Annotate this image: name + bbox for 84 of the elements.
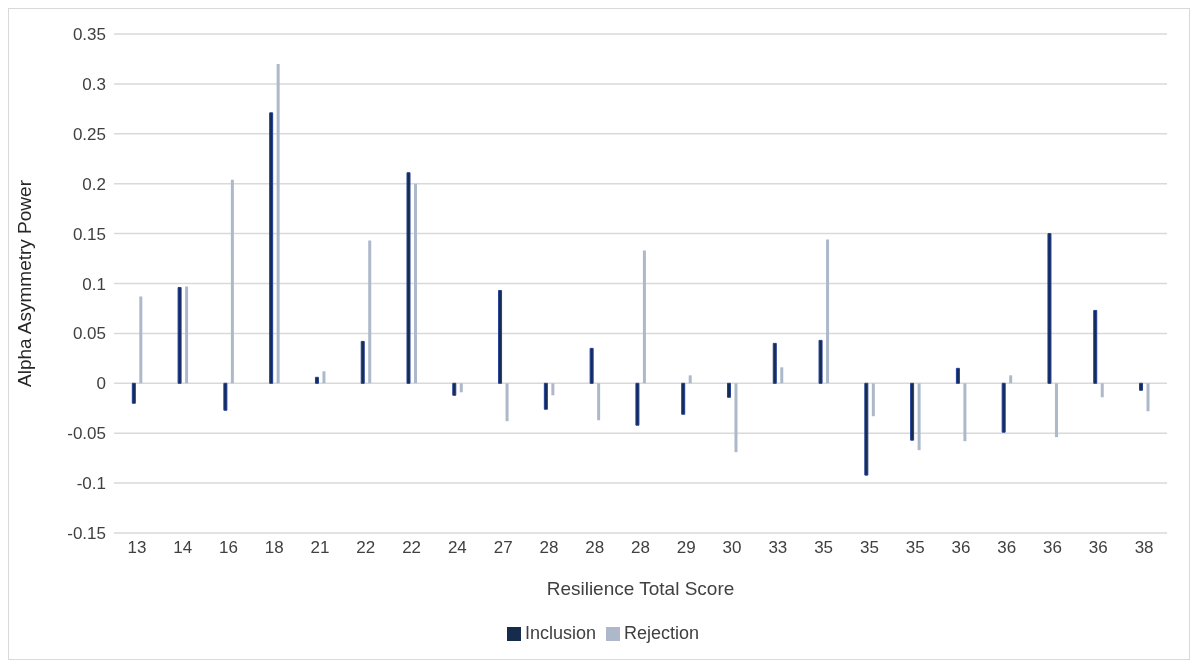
bar: [826, 239, 830, 384]
y-tick-label: -0.1: [76, 474, 106, 494]
x-tick-label: 27: [493, 538, 513, 558]
bar: [1093, 309, 1098, 384]
bar: [406, 172, 411, 384]
bar: [314, 376, 319, 384]
x-tick-label: 16: [219, 538, 238, 558]
bar: [681, 382, 686, 415]
bar: [864, 382, 869, 476]
bar: [459, 383, 463, 393]
bar: [551, 383, 555, 396]
bar: [635, 382, 640, 426]
bar: [772, 342, 777, 384]
x-tick-label: 36: [951, 538, 971, 558]
x-tick-label: 22: [402, 538, 422, 558]
bar: [1100, 383, 1104, 398]
y-tick-label: 0.15: [72, 224, 106, 244]
bar: [139, 296, 143, 384]
y-tick-label: 0.2: [82, 174, 106, 194]
y-tick-label: -0.15: [67, 524, 106, 544]
y-tick-label: 0.3: [82, 74, 106, 94]
bar: [726, 382, 731, 398]
x-tick-label: 35: [905, 538, 925, 558]
y-tick-label: 0.05: [72, 324, 106, 344]
x-tick-label: 22: [356, 538, 376, 558]
x-tick-label: 38: [1134, 538, 1154, 558]
bar: [131, 382, 136, 404]
bar: [185, 286, 189, 384]
y-tick-label: 0.35: [72, 25, 106, 45]
bar: [322, 371, 326, 384]
legend-label: Rejection: [624, 623, 700, 643]
x-tick-label: 18: [264, 538, 284, 558]
bar: [688, 375, 692, 384]
bar: [818, 339, 823, 384]
bar: [452, 382, 457, 396]
y-tick-label: 0: [96, 374, 106, 394]
legend-label: Inclusion: [524, 623, 596, 643]
x-tick-label: 35: [814, 538, 834, 558]
bar: [597, 383, 601, 421]
x-tick-label: 13: [127, 538, 147, 558]
bar: [1054, 383, 1058, 438]
bar: [1001, 382, 1006, 433]
bar: [1047, 233, 1052, 384]
x-tick-label: 29: [676, 538, 696, 558]
x-tick-label: 36: [1043, 538, 1062, 558]
bar: [734, 383, 738, 453]
bar: [871, 383, 875, 417]
x-tick-label: 30: [722, 538, 742, 558]
x-tick-label: 21: [310, 538, 330, 558]
bar: [955, 367, 960, 384]
bar: [498, 289, 503, 384]
bar: [543, 382, 548, 410]
x-tick-label: 36: [997, 538, 1017, 558]
x-axis-title: Resilience Total Score: [546, 578, 735, 599]
y-tick-label: 0.1: [82, 274, 106, 294]
bar: [414, 183, 418, 384]
bar: [963, 383, 967, 442]
bar: [177, 286, 182, 384]
bar: [360, 340, 365, 384]
x-tick-label: 28: [631, 538, 650, 558]
bar: [589, 347, 594, 384]
bar: [910, 382, 915, 441]
bar: [780, 367, 784, 384]
bar: [1146, 383, 1150, 412]
x-tick-label: 28: [585, 538, 605, 558]
y-tick-label: -0.05: [67, 424, 106, 444]
bar: [1009, 375, 1013, 384]
bar: [642, 250, 646, 384]
x-tick-label: 33: [768, 538, 788, 558]
x-tick-label: 24: [447, 538, 467, 558]
bar: [368, 240, 372, 384]
x-tick-label: 35: [859, 538, 879, 558]
bar: [269, 112, 274, 384]
bar: [223, 382, 228, 411]
bar: [505, 383, 509, 422]
x-tick-label: 36: [1088, 538, 1108, 558]
x-tick-label: 14: [173, 538, 193, 558]
bar: [1139, 382, 1144, 391]
y-tick-label: 0.25: [72, 124, 106, 144]
bar: [917, 383, 921, 451]
bar: [276, 63, 280, 384]
x-tick-label: 28: [539, 538, 559, 558]
bar: [230, 179, 234, 384]
y-axis-title: Alpha Asymmetry Power: [13, 179, 35, 387]
